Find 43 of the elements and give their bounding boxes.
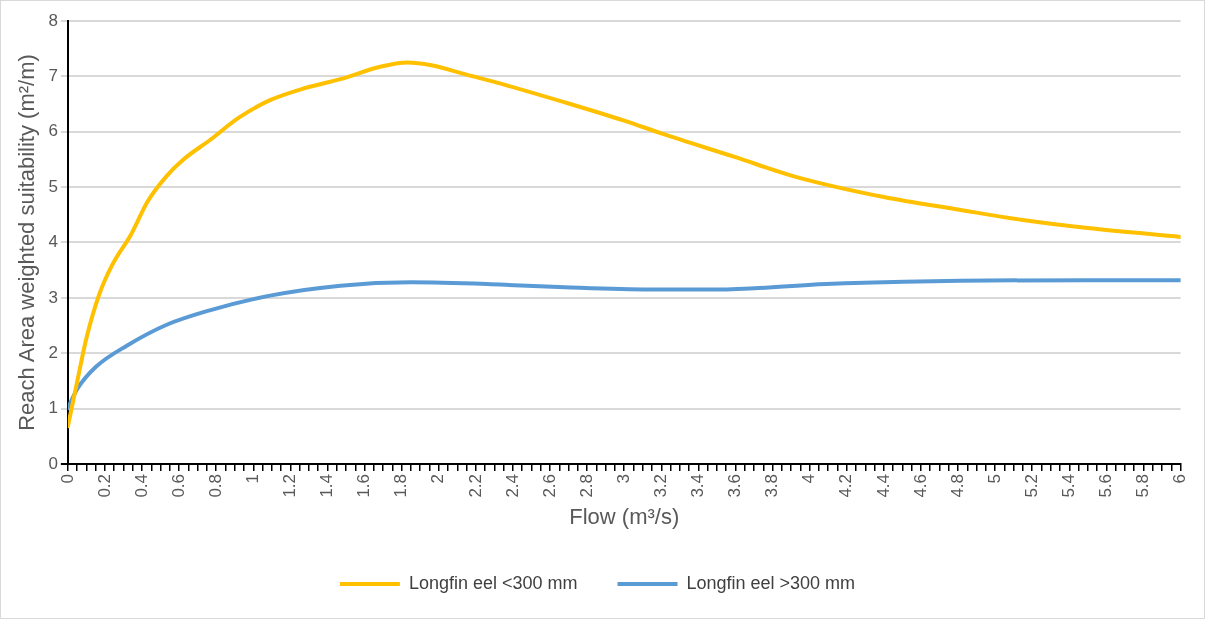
x-tick-label: 5.2 [1021, 473, 1041, 498]
x-tick-label: 2.4 [502, 473, 522, 498]
y-tick-label: 4 [48, 232, 58, 252]
x-tick-label: 2 [428, 473, 448, 484]
x-tick-label: 0.2 [94, 473, 114, 498]
x-tick-label: 2.2 [465, 473, 485, 498]
y-tick-label: 6 [48, 121, 58, 141]
x-tick-label: 0 [57, 473, 77, 484]
y-tick-label: 7 [48, 66, 58, 86]
x-tick-label: 5.6 [1096, 473, 1116, 498]
x-tick-label: 2.8 [576, 473, 596, 498]
x-tick-label: 6 [1170, 473, 1190, 484]
x-tick-label: 5.8 [1133, 473, 1153, 498]
x-tick-label: 4.4 [873, 473, 893, 498]
x-tick-label: 1.8 [391, 473, 411, 498]
x-tick-label: 3.6 [725, 473, 745, 498]
x-tick-label: 1.2 [280, 473, 300, 498]
x-tick-label: 4.8 [947, 473, 967, 498]
x-tick-label: 1.4 [317, 473, 337, 498]
x-axis-title: Flow (m³/s) [569, 503, 680, 529]
legend-label: Longfin eel >300 mm [686, 572, 856, 593]
x-tick-label: 4 [799, 473, 819, 484]
y-tick-label: 1 [48, 398, 58, 418]
x-tick-label: 4.2 [836, 473, 856, 498]
x-tick-label: 3.2 [651, 473, 671, 498]
x-tick-label: 3 [613, 473, 633, 484]
x-tick-label: 5.4 [1059, 473, 1079, 498]
x-tick-label: 0.8 [205, 473, 225, 498]
legend-label: Longfin eel <300 mm [408, 572, 578, 593]
y-tick-label: 2 [48, 342, 58, 362]
x-tick-label: 0.6 [168, 473, 188, 498]
x-tick-label: 1.6 [354, 473, 374, 498]
y-tick-label: 5 [48, 176, 58, 196]
x-tick-label: 4.6 [910, 473, 930, 498]
y-tick-label: 8 [48, 10, 58, 30]
x-tick-label: 3.4 [688, 473, 708, 498]
x-tick-label: 2.6 [539, 473, 559, 498]
x-tick-label: 5 [984, 473, 1004, 484]
y-axis-title: Reach Area weighted suitability (m²/m) [14, 54, 40, 431]
x-tick-label: 0.4 [131, 473, 151, 498]
x-tick-label: 3.8 [762, 473, 782, 498]
x-tick-label: 1 [243, 473, 262, 484]
y-tick-label: 3 [48, 287, 58, 307]
